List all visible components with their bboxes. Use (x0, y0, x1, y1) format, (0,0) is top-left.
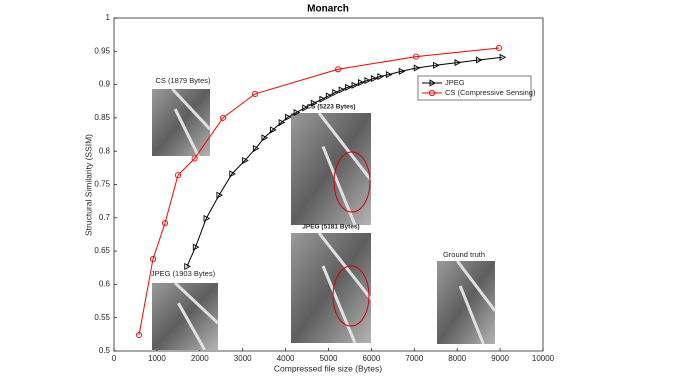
y-tick-label: 0.7 (99, 213, 111, 222)
marker (319, 95, 327, 103)
marker (310, 99, 318, 107)
marker (285, 113, 292, 121)
marker (261, 134, 269, 142)
marker (398, 67, 406, 75)
series-line (138, 47, 500, 336)
x-tick-label: 6000 (363, 354, 381, 363)
marker (192, 243, 200, 251)
y-tick-label: 0.6 (99, 280, 111, 289)
chart-title: Monarch (307, 4, 349, 15)
wing-veins (456, 260, 497, 345)
y-tick-label: 0.5 (99, 346, 111, 355)
highlight-ellipse (333, 151, 371, 213)
marker (252, 144, 260, 153)
legend-label: JPEG (445, 78, 465, 87)
y-tick-label: 0.75 (94, 180, 110, 189)
marker (191, 155, 198, 162)
wing-veins (317, 232, 373, 344)
marker (216, 191, 224, 199)
marker (338, 86, 346, 94)
y-tick-label: 0.8 (99, 146, 111, 155)
y-tick-label: 1 (106, 13, 111, 22)
marker (358, 79, 365, 87)
x-axis-label: Compressed file size (Bytes) (274, 363, 382, 373)
marker (278, 119, 286, 127)
y-tick-label: 0.85 (94, 113, 110, 122)
marker (385, 71, 393, 79)
marker (174, 172, 182, 179)
legend-label: CS (Compressive Sensing) (445, 88, 536, 97)
marker (413, 64, 421, 72)
marker (135, 331, 143, 339)
annotation: Ground truth (443, 250, 485, 259)
x-tick-label: 8000 (448, 354, 466, 363)
marker (242, 156, 249, 165)
marker (251, 90, 259, 97)
x-tick-label: 5000 (320, 354, 338, 363)
marker (270, 126, 277, 134)
marker (219, 114, 227, 121)
x-tick-label: 1000 (148, 354, 166, 363)
x-tick-label: 10000 (532, 354, 555, 363)
marker (370, 75, 378, 83)
marker (345, 83, 352, 91)
y-tick-label: 0.9 (99, 80, 111, 89)
marker (293, 109, 301, 117)
marker (184, 262, 191, 270)
marker (302, 104, 309, 112)
marker (332, 89, 339, 97)
annotation: JPEG (5181 Bytes) (302, 224, 359, 231)
y-tick-label: 0.95 (94, 46, 110, 55)
y-axis-label: Structural Similarity (SSIM) (83, 134, 93, 236)
legend-marker (428, 89, 436, 97)
wing-veins (174, 281, 220, 351)
marker (229, 170, 236, 178)
x-tick-label: 2000 (191, 354, 209, 363)
marker (476, 56, 483, 64)
x-tick-label: 7000 (405, 354, 423, 363)
wing-veins (171, 87, 212, 157)
marker (325, 92, 333, 100)
annotation: JPEG (1903 Bytes) (151, 269, 216, 278)
annotation: CS (1879 Bytes) (155, 76, 211, 85)
y-tick-label: 0.65 (94, 246, 110, 255)
marker (495, 44, 503, 52)
x-tick-label: 0 (112, 354, 117, 363)
series-line (186, 56, 503, 267)
marker (499, 53, 507, 61)
highlight-ellipse (332, 265, 370, 327)
y-tick-label: 0.55 (94, 313, 110, 322)
x-tick-label: 3000 (234, 354, 252, 363)
marker (335, 66, 342, 73)
legend-box (417, 75, 532, 101)
marker (433, 61, 440, 69)
legend-marker (429, 79, 437, 87)
marker (203, 214, 211, 223)
marker (351, 81, 359, 89)
marker (364, 77, 372, 85)
x-tick-label: 4000 (277, 354, 295, 363)
x-tick-label: 9000 (491, 354, 509, 363)
marker (412, 53, 420, 60)
marker (161, 220, 169, 227)
marker (454, 59, 462, 67)
marker (377, 73, 384, 81)
annotation: CS (5223 Bytes) (306, 104, 355, 111)
marker (149, 256, 157, 263)
